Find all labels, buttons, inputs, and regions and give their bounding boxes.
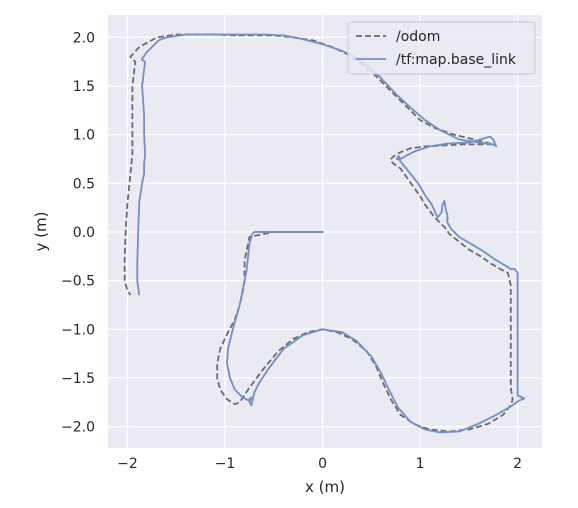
y-tick-label: 2.0 <box>73 30 95 46</box>
y-tick-label: −1.0 <box>61 322 95 338</box>
y-axis-label: y (m) <box>32 212 50 252</box>
series-layer <box>123 33 526 434</box>
y-tick-label: 1.0 <box>73 128 95 144</box>
x-tick-label: 0 <box>318 456 327 472</box>
x-axis-label: x (m) <box>305 478 345 496</box>
y-tick-label: 1.5 <box>73 79 95 95</box>
series-line-odom <box>123 33 514 433</box>
x-tick-label: 1 <box>416 456 425 472</box>
legend-label: /tf:map.base_link <box>396 52 517 68</box>
legend-box <box>347 21 536 75</box>
y-tick-label: −1.5 <box>61 371 95 387</box>
tick-labels: −2 −1 0 1 2 −2.0 −1.5 −1.0 −0.5 0.0 0.5 1.0 1.5 2.0 <box>61 30 522 472</box>
x-tick-label: −1 <box>215 456 236 472</box>
x-tick-label: −2 <box>117 456 138 472</box>
y-tick-label: −2.0 <box>61 420 95 436</box>
legend-label: /odom <box>396 29 440 45</box>
y-tick-label: 0.5 <box>73 176 95 192</box>
x-tick-label: 2 <box>513 456 522 472</box>
legend: /odom/tf:map.base_link <box>347 21 536 75</box>
series-line-tf <box>136 33 526 434</box>
y-tick-label: 0.0 <box>73 225 95 241</box>
y-tick-label: −0.5 <box>61 274 95 290</box>
